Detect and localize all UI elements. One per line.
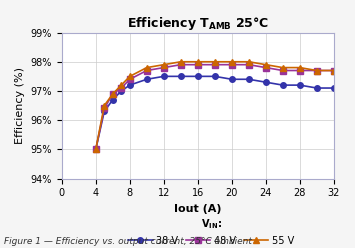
Text: Figure 1 — Efficiency vs. output current, 25°C ambient: Figure 1 — Efficiency vs. output current… [4,237,251,246]
38 V [128,84,132,87]
55 V [102,104,106,107]
55 V [128,75,132,78]
55 V [213,60,217,63]
38 V [247,78,251,81]
55 V [230,60,234,63]
48 V [196,63,200,66]
Y-axis label: Efficiency (%): Efficiency (%) [15,67,25,144]
38 V [332,87,336,90]
38 V [162,75,166,78]
38 V [315,87,319,90]
55 V [162,63,166,66]
38 V [102,110,106,113]
55 V [332,69,336,72]
38 V [264,81,268,84]
Line: 55 V: 55 V [93,59,337,152]
48 V [128,78,132,81]
38 V [111,98,115,101]
55 V [247,60,251,63]
38 V [298,84,302,87]
55 V [144,66,149,69]
38 V [119,90,124,93]
48 V [94,148,98,151]
48 V [179,63,183,66]
38 V [230,78,234,81]
55 V [281,66,285,69]
38 V [281,84,285,87]
48 V [281,69,285,72]
55 V [111,93,115,95]
48 V [298,69,302,72]
55 V [94,148,98,151]
48 V [102,107,106,110]
48 V [162,66,166,69]
X-axis label: Iout (A): Iout (A) [174,204,222,214]
55 V [179,60,183,63]
55 V [119,84,124,87]
55 V [315,69,319,72]
48 V [213,63,217,66]
38 V [144,78,149,81]
38 V [179,75,183,78]
38 V [94,148,98,151]
55 V [298,66,302,69]
Line: 38 V: 38 V [93,74,337,152]
48 V [230,63,234,66]
48 V [264,66,268,69]
48 V [144,69,149,72]
38 V [213,75,217,78]
38 V [196,75,200,78]
55 V [264,63,268,66]
55 V [196,60,200,63]
Title: Efficiency $\mathregular{T_{AMB}}$ 25°C: Efficiency $\mathregular{T_{AMB}}$ 25°C [127,15,269,32]
48 V [315,69,319,72]
48 V [119,87,124,90]
48 V [247,63,251,66]
48 V [111,93,115,95]
Line: 48 V: 48 V [93,62,337,152]
Legend: 38 V, 48 V, 55 V: 38 V, 48 V, 55 V [124,213,299,248]
48 V [332,69,336,72]
